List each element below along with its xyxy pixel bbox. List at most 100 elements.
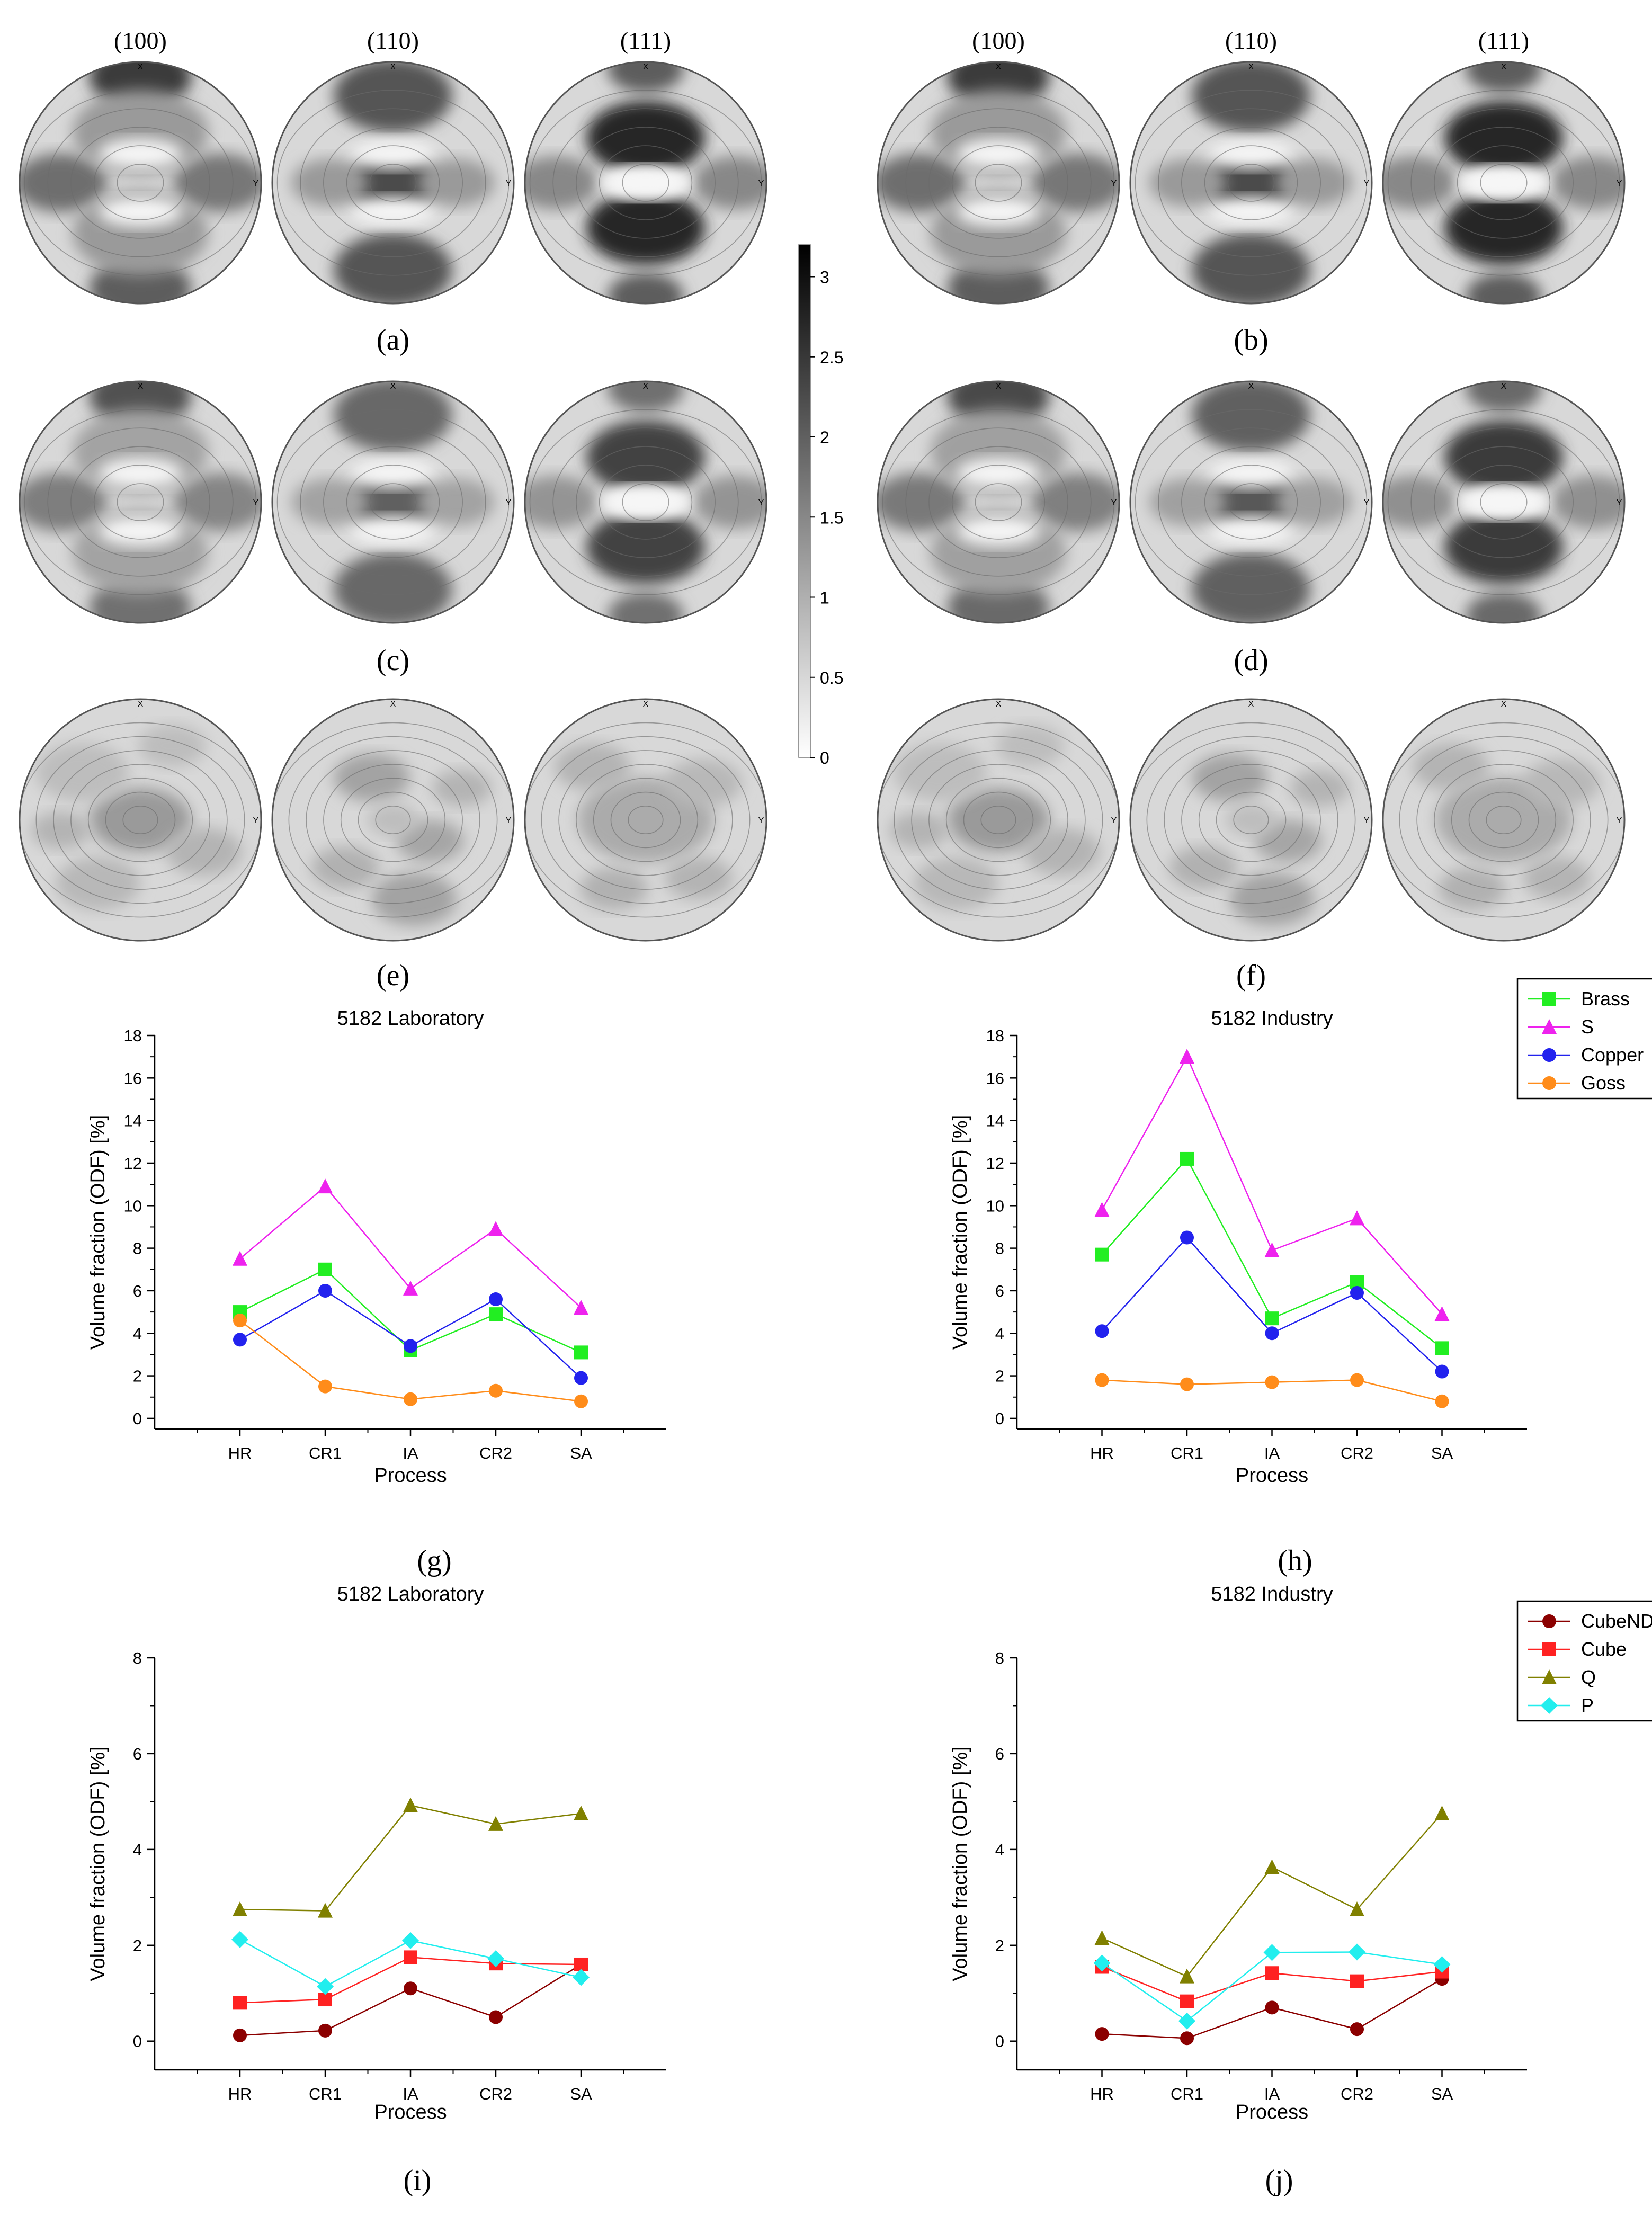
legend-marker (1542, 1614, 1556, 1628)
axis-mark-x: X (138, 382, 144, 391)
pole-figure-b-0: XY (877, 61, 1120, 305)
legend-label: P (1581, 1694, 1594, 1716)
x-tick-label: IA (1264, 1444, 1280, 1462)
data-point (1350, 1901, 1364, 1916)
x-tick-label: IA (1264, 2085, 1280, 2103)
x-tick-label: IA (403, 2085, 418, 2103)
axis-mark-y: Y (506, 816, 512, 825)
colorbar-gradient (798, 244, 811, 758)
pole-figure-e-2: XY (524, 698, 767, 942)
pole-header-100-left: (100) (114, 27, 167, 54)
data-point (1434, 1306, 1450, 1321)
legend-marker (1542, 1076, 1556, 1090)
data-point (233, 1333, 247, 1347)
y-tick-label: 16 (986, 1069, 1004, 1087)
data-point (1264, 1242, 1280, 1257)
y-tick-label: 2 (133, 1367, 142, 1386)
data-point (1180, 1994, 1194, 2008)
pole-figure-a-2: XY (524, 61, 767, 305)
x-axis-label: Process (1236, 2101, 1308, 2123)
data-point (1350, 1210, 1364, 1226)
pole-headers: (100) (110) (111) (100) (110) (111) (114, 27, 1529, 54)
pole-figure-e-1: XY (271, 698, 515, 942)
pole-figure-d-2: XY (1382, 380, 1626, 624)
legend-label: CubeND (1581, 1610, 1652, 1632)
legend-label: Cube (1581, 1638, 1627, 1660)
colorbar-tick-label: 1.5 (820, 508, 843, 527)
data-point (233, 1996, 247, 2010)
y-tick-label: 6 (995, 1745, 1004, 1763)
chart-title: 5182 Industry (1211, 1583, 1333, 1605)
y-tick-label: 0 (995, 1409, 1004, 1428)
pole-header-111-left: (111) (620, 27, 671, 54)
legend-label: Q (1581, 1666, 1596, 1688)
pole-figure-a-1: XY (271, 61, 515, 305)
legend-label: Copper (1581, 1044, 1644, 1066)
pole-figure-a-0: XY (19, 61, 262, 305)
x-tick-label: CR1 (1171, 1444, 1203, 1462)
axis-mark-x: X (1248, 62, 1254, 72)
legend: CubeND Cube QP (1516, 1600, 1652, 1722)
data-point (489, 1307, 503, 1321)
series-line (239, 1963, 582, 2037)
y-tick-label: 18 (124, 1026, 142, 1045)
panel-label-e: (e) (377, 959, 409, 992)
panel-letters: (a) (b) (c) (d) (e) (f) (g) (h) (i) (j) (377, 324, 1312, 2197)
x-axis-label: Process (374, 2101, 447, 2123)
y-axis-label: Volume fraction (ODF) [%] (949, 1746, 971, 1981)
axis-mark-x: X (996, 700, 1002, 709)
y-tick-label: 6 (133, 1745, 142, 1763)
y-tick-label: 0 (995, 2032, 1004, 2051)
panel-label-a: (a) (377, 324, 409, 356)
colorbar-tick-label: 0.5 (820, 668, 843, 687)
y-axis-label: Volume fraction (ODF) [%] (87, 1746, 109, 1981)
data-point (233, 1314, 247, 1328)
data-point (318, 1379, 332, 1394)
chart-h: 0 2 4 6 8 10 12 14 16 18 HR CR1 IA CR2 SA 5182 Industry… (949, 978, 1652, 1487)
axis-mark-y: Y (1364, 179, 1370, 188)
axis-mark-y: Y (758, 498, 764, 507)
data-point (488, 1816, 503, 1831)
axis-mark-y: Y (1364, 816, 1370, 825)
data-point (318, 1283, 332, 1298)
x-tick-label: CR1 (309, 2085, 342, 2103)
data-point (488, 1221, 503, 1236)
data-point (317, 1978, 334, 1995)
data-point (1350, 1373, 1364, 1387)
axis-mark-y: Y (506, 179, 512, 188)
x-axis-label: Process (1236, 1464, 1308, 1487)
axis-mark-y: Y (1364, 498, 1370, 507)
y-tick-label: 8 (133, 1239, 142, 1258)
pole-figure-c-0: XY (19, 380, 262, 624)
data-point (1350, 1974, 1364, 1988)
axis-mark-y: Y (1111, 179, 1117, 188)
data-point (231, 1931, 248, 1948)
y-tick-label: 0 (133, 1409, 142, 1428)
axis-mark-x: X (643, 62, 649, 72)
legend-label: Goss (1581, 1072, 1626, 1094)
legend-label: S (1581, 1016, 1594, 1038)
series-goss (233, 1314, 588, 1408)
axis-mark-x: X (996, 382, 1002, 391)
axis-mark-y: Y (758, 816, 764, 825)
data-point (1180, 2031, 1194, 2046)
pole-figure-c-2: XY (524, 380, 767, 624)
data-point (318, 1903, 333, 1918)
data-point (574, 1300, 588, 1315)
data-point (1435, 1364, 1449, 1379)
pole-figure-f-1: XY (1129, 698, 1373, 942)
data-point (1265, 2000, 1279, 2015)
chart-g: 0 2 4 6 8 10 12 14 16 18 HR CR1 IA CR2 SA 5182 Laborato… (87, 1007, 666, 1487)
data-point (574, 1806, 588, 1821)
series-cubend (233, 1957, 588, 2042)
y-tick-label: 2 (995, 1367, 1004, 1386)
data-point (233, 2028, 247, 2042)
data-point (573, 1969, 590, 1986)
legend-marker (1541, 1697, 1558, 1714)
pole-figure-b-1: XY (1129, 61, 1373, 305)
legend-box (1516, 978, 1652, 1100)
data-point (233, 1251, 247, 1266)
pole-header-111-right: (111) (1478, 27, 1529, 54)
